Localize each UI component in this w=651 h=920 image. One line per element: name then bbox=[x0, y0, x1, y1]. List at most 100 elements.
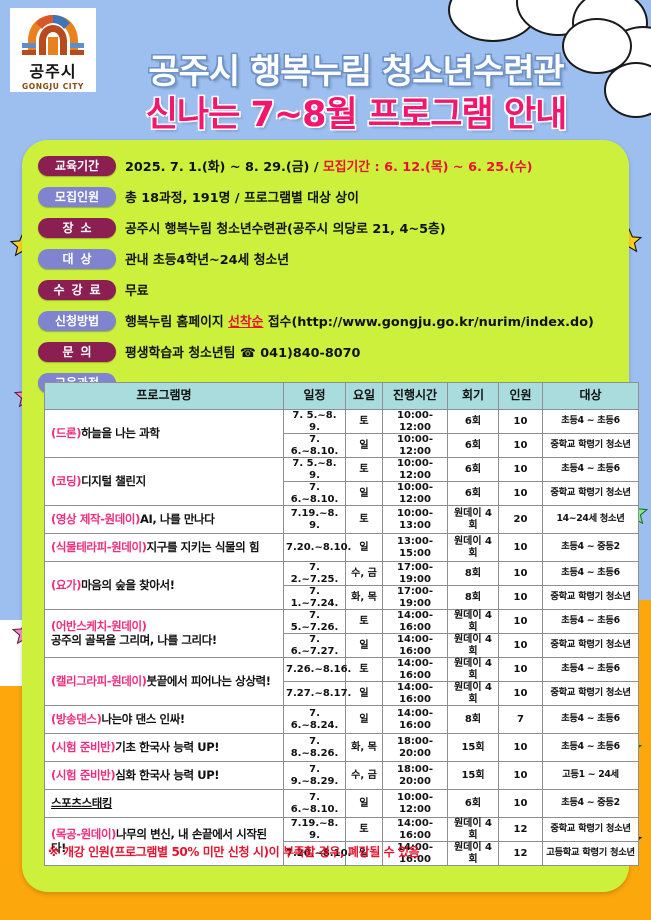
cell-date: 7.20.~8.10. bbox=[283, 841, 351, 866]
cell-day: 화, 목 bbox=[345, 733, 383, 762]
program-tag: (캘리그라피-원데이) bbox=[51, 673, 147, 688]
cell-time: 17:00-19:00 bbox=[382, 585, 448, 610]
program-tag: (목공-원데이) bbox=[51, 827, 116, 842]
program-title: 공주의 골목을 그리며, 나를 그리다! bbox=[51, 632, 217, 647]
cell-target: 초등4 ~ 초등6 bbox=[542, 657, 639, 682]
program-tag: (식물테라피-원데이) bbox=[51, 539, 147, 554]
cell-capacity: 10 bbox=[498, 409, 543, 434]
cell-program-name: (요가)마음의 숲을 찾아서! bbox=[44, 561, 284, 610]
cell-program-name: (시험 준비반)심화 한국사 능력 UP! bbox=[44, 761, 284, 790]
arch-emblem-icon bbox=[22, 15, 84, 55]
table-row: (방송댄스)나는야 댄스 인싸! 7. 6.~8.24. 일 14:00-16:00 8… bbox=[44, 705, 639, 734]
cell-program-name: (캘리그라피-원데이)붓끝에서 피어나는 상상력! bbox=[44, 657, 284, 706]
cell-sessions: 원데이 4회 bbox=[447, 657, 499, 682]
cell-capacity: 10 bbox=[498, 533, 543, 562]
cell-capacity: 10 bbox=[498, 561, 543, 586]
table-row: (어반스케치-원데이) 공주의 골목을 그리며, 나를 그리다! 7. 5.~7.2… bbox=[44, 609, 639, 658]
cell-capacity: 10 bbox=[498, 733, 543, 762]
info-label-pill: 수강료 bbox=[38, 279, 116, 300]
cell-target: 초등4 ~ 초등6 bbox=[542, 609, 639, 634]
cell-target: 초등4 ~ 초등6 bbox=[542, 705, 639, 734]
cell-day: 토 bbox=[345, 505, 383, 534]
table-row: (시험 준비반)기초 한국사 능력 UP! 7. 8.~8.26. 화, 목 18:0… bbox=[44, 733, 639, 762]
cell-time: 10:00-12:00 bbox=[382, 433, 448, 458]
cell-day: 일 bbox=[345, 433, 383, 458]
cell-sessions: 15회 bbox=[447, 733, 499, 762]
info-row: 모집인원 총 18과정, 191명 / 프로그램별 대상 상이 bbox=[38, 181, 619, 212]
info-row: 장소 공주시 행복누림 청소년수련관(공주시 의당로 21, 4~5층) bbox=[38, 212, 619, 243]
cell-time: 10:00-12:00 bbox=[382, 789, 448, 818]
cloud-icon bbox=[604, 62, 651, 118]
cell-target: 중학교 학령기 청소년 bbox=[542, 633, 639, 658]
cell-day: 수, 금 bbox=[345, 761, 383, 790]
cell-capacity: 10 bbox=[498, 433, 543, 458]
cell-program-name: (어반스케치-원데이) 공주의 골목을 그리며, 나를 그리다! bbox=[44, 609, 284, 658]
cell-sessions: 원데이 4회 bbox=[447, 505, 499, 534]
cell-sessions: 6회 bbox=[447, 481, 499, 506]
cell-target: 고등학교 학령기 청소년 bbox=[542, 841, 639, 866]
cell-target: 초등4 ~ 초등6 bbox=[542, 457, 639, 482]
info-label-pill: 교육기간 bbox=[38, 155, 116, 176]
info-label-pill: 문의 bbox=[38, 341, 116, 362]
logo-en-text: GONGJU CITY bbox=[22, 82, 84, 91]
table-row: (영상 제작-원데이)AI, 나를 만나다 7.19.~8. 9. 토 10:00-1… bbox=[44, 505, 639, 534]
cell-day: 토 bbox=[345, 609, 383, 634]
cell-sessions: 원데이 4회 bbox=[447, 609, 499, 634]
program-title: 심화 한국사 능력 UP! bbox=[115, 767, 220, 782]
cell-program-name: (목공-원데이)나무의 변신, 내 손끝에서 시작된다! bbox=[44, 817, 284, 866]
cell-capacity: 12 bbox=[498, 817, 543, 842]
th-program: 프로그램명 bbox=[44, 382, 284, 410]
cell-target: 초등4 ~ 초등6 bbox=[542, 409, 639, 434]
cell-day: 토 bbox=[345, 657, 383, 682]
cell-time: 14:00-16:00 bbox=[382, 681, 448, 706]
cell-program-name: 스포츠스태킹 bbox=[44, 789, 284, 818]
cell-program-name: (식물테라피-원데이)지구를 지키는 식물의 힘 bbox=[44, 533, 284, 562]
cell-date: 7.27.~8.17. bbox=[283, 681, 351, 706]
cell-day: 수, 금 bbox=[345, 561, 383, 586]
th-sessions: 회기 bbox=[447, 382, 499, 410]
program-tag: (드론) bbox=[51, 425, 82, 440]
table-body: (드론)하늘을 나는 과학 7. 5.~8. 9. 토 10:00-12:00 6회 10… bbox=[44, 409, 639, 866]
program-title: 나무의 변신, 내 손끝에서 시작된다! bbox=[51, 827, 267, 855]
cell-sessions: 8회 bbox=[447, 585, 499, 610]
program-tag: (영상 제작-원데이) bbox=[51, 511, 140, 526]
program-title: 마음의 숲을 찾아서! bbox=[81, 577, 175, 592]
cell-program-name: (코딩)디지털 챌린지 bbox=[44, 457, 284, 506]
info-value: 2025. 7. 1.(화) ~ 8. 29.(금) / 모집기간 : 6. 1… bbox=[125, 160, 533, 175]
info-row: 대상 관내 초등4학년~24세 청소년 bbox=[38, 243, 619, 274]
cell-sessions: 8회 bbox=[447, 705, 499, 734]
gongju-city-logo: 공주시 GONGJU CITY bbox=[10, 8, 96, 92]
cell-date: 7. 6.~8.24. bbox=[283, 705, 346, 734]
cell-sessions: 8회 bbox=[447, 561, 499, 586]
table-row: (요가)마음의 숲을 찾아서! 7. 2.~7.25. 수, 금 17:00-19:0… bbox=[44, 561, 639, 610]
table-row: (캘리그라피-원데이)붓끝에서 피어나는 상상력! 7.26.~8.16. 토 14:… bbox=[44, 657, 639, 706]
program-title: 기초 한국사 능력 UP! bbox=[115, 739, 220, 754]
cell-date: 7.26.~8.16. bbox=[283, 657, 351, 682]
th-capacity: 인원 bbox=[498, 382, 543, 410]
info-label-pill: 모집인원 bbox=[38, 186, 116, 207]
cell-capacity: 12 bbox=[498, 841, 543, 866]
cell-capacity: 10 bbox=[498, 681, 543, 706]
cell-time: 14:00-16:00 bbox=[382, 705, 448, 734]
cell-date: 7. 6.~8.10. bbox=[283, 481, 346, 506]
program-tag: (코딩) bbox=[51, 473, 82, 488]
cell-time: 13:00-15:00 bbox=[382, 533, 448, 562]
cell-target: 초등4 ~ 중등2 bbox=[542, 533, 639, 562]
info-value: 총 18과정, 191명 / 프로그램별 대상 상이 bbox=[125, 191, 359, 206]
cell-date: 7.19.~8. 9. bbox=[283, 817, 346, 842]
program-title: 붓끝에서 피어나는 상상력! bbox=[146, 673, 271, 688]
cell-sessions: 6회 bbox=[447, 789, 499, 818]
program-tag: (방송댄스) bbox=[51, 711, 102, 726]
cell-date: 7.20.~8.10. bbox=[283, 533, 351, 562]
cell-day: 일 bbox=[345, 789, 383, 818]
cell-capacity: 7 bbox=[498, 705, 543, 734]
logo-ko-text: 공주시 bbox=[29, 62, 77, 81]
cell-target: 중학교 학령기 청소년 bbox=[542, 433, 639, 458]
cell-day: 토 bbox=[345, 817, 383, 842]
cell-target: 14~24세 청소년 bbox=[542, 505, 639, 534]
info-value: 행복누림 홈페이지 선착순 접수(http://www.gongju.go.kr… bbox=[125, 315, 594, 330]
cell-target: 고등1 ~ 24세 bbox=[542, 761, 639, 790]
program-table: 프로그램명 일정 요일 진행시간 회기 인원 대상 (드론)하늘을 나는 과학 7… bbox=[44, 382, 639, 866]
content-panel: 교육기간 2025. 7. 1.(화) ~ 8. 29.(금) / 모집기간 : … bbox=[22, 140, 639, 892]
